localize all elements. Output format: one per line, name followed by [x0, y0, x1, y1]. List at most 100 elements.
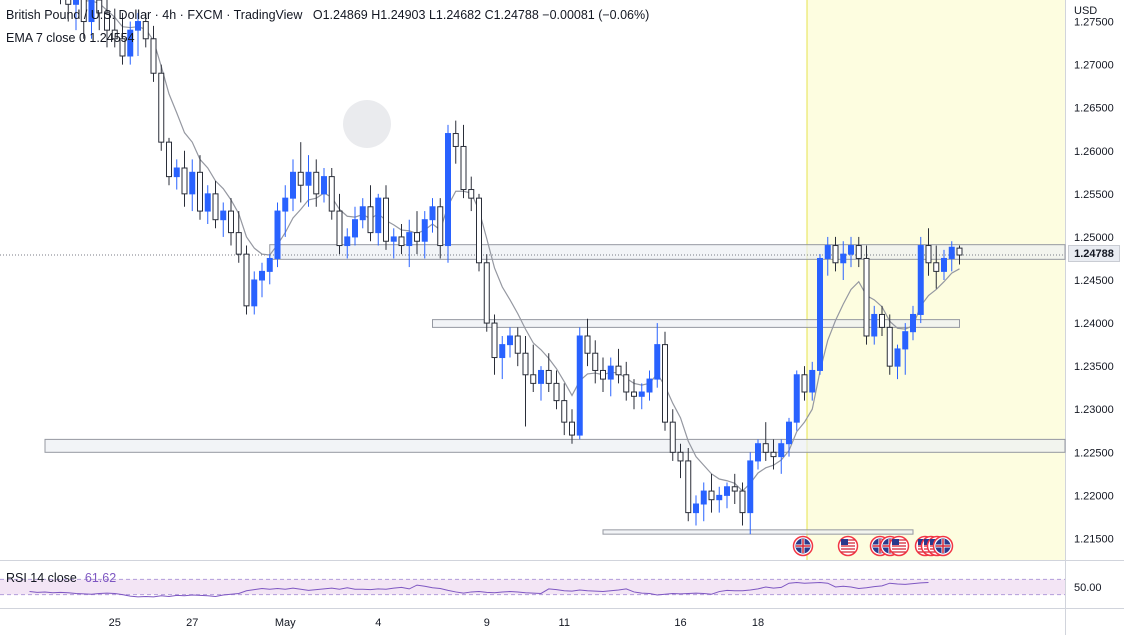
ema-legend[interactable]: EMA 7 close 0 1.24554 — [6, 31, 135, 45]
candle-body — [700, 490, 707, 505]
candle-body — [166, 141, 172, 178]
candle-body — [228, 210, 234, 234]
candle-body — [274, 210, 281, 259]
low-label: L — [428, 8, 436, 22]
candle-body — [452, 133, 459, 147]
rsi-line — [29, 581, 929, 598]
candle-body — [212, 193, 219, 221]
candle-body — [367, 206, 374, 234]
candle-body — [770, 451, 777, 458]
candle-body — [631, 391, 637, 397]
candle-body — [104, 12, 110, 31]
rsi-legend[interactable]: RSI 14 close 61.62 — [6, 571, 116, 585]
close-value: 1.24788 — [493, 8, 539, 22]
open-label: O — [312, 8, 323, 22]
candle-body — [483, 262, 490, 324]
candle-body — [507, 335, 513, 346]
candle-body — [925, 245, 932, 264]
candle-body — [359, 206, 366, 221]
price-tick-label: 1.23000 — [1074, 404, 1114, 416]
candle-body — [879, 313, 885, 328]
symbol-title[interactable]: British Pound / U.S. Dollar · 4h · FXCM … — [6, 8, 303, 22]
candle-body — [708, 490, 715, 501]
candle-body — [135, 21, 141, 31]
candle-body — [445, 133, 451, 247]
rsi-band — [0, 579, 1065, 595]
candle-body — [127, 29, 134, 57]
candle-body — [731, 486, 738, 492]
candle-body — [607, 365, 614, 380]
candle-body — [584, 335, 591, 354]
us-flag-icon-canton — [924, 539, 931, 545]
candle-body — [243, 253, 250, 307]
support-zone-low — [602, 529, 914, 535]
support-band — [44, 438, 1066, 453]
candle-body — [111, 29, 118, 40]
candle-body — [468, 189, 475, 199]
candle-body — [181, 167, 188, 195]
candle-body — [491, 322, 498, 359]
candle-body — [514, 335, 521, 354]
candle-body — [421, 219, 428, 242]
price-tick-label: 1.22000 — [1074, 490, 1114, 502]
candle-body — [251, 279, 258, 307]
price-tick-label: 1.25500 — [1074, 189, 1114, 201]
candle-body — [553, 382, 560, 402]
zone-middle — [432, 319, 960, 328]
candle-body — [538, 369, 544, 384]
candle-body — [840, 253, 847, 264]
candle-body — [863, 257, 870, 337]
candle-body — [390, 236, 397, 242]
candle-body — [886, 326, 893, 367]
candle-body — [592, 352, 599, 371]
candle-body — [313, 171, 320, 195]
candle-body — [336, 210, 343, 247]
candle-body — [290, 171, 296, 199]
candle-body — [793, 374, 800, 423]
us-flag-icon-canton — [918, 539, 925, 545]
candle-body — [747, 460, 754, 514]
candle-body — [569, 421, 575, 436]
candle-body — [204, 193, 211, 212]
candle-body — [398, 236, 405, 247]
candle-body — [685, 460, 692, 514]
candle-body — [724, 486, 730, 496]
currency-label: USD — [1074, 5, 1098, 17]
candle-body — [871, 313, 878, 337]
candle-body — [297, 171, 304, 186]
candle-body — [80, 0, 87, 23]
candle-body — [328, 176, 335, 212]
price-tick-label: 1.24000 — [1074, 318, 1114, 330]
price-tick-label: 1.22500 — [1074, 447, 1114, 459]
candle-body — [344, 236, 351, 247]
candle-body — [654, 344, 661, 380]
candle-body — [197, 171, 203, 212]
resistance-zone-upper — [269, 244, 1066, 260]
time-tick-label: 18 — [752, 617, 764, 629]
candle-body — [150, 38, 157, 74]
candle-body — [762, 443, 769, 453]
time-tick-label: 16 — [674, 617, 686, 629]
candle-body — [902, 331, 909, 350]
low-value: 1.24682 — [435, 8, 482, 22]
candle-body — [677, 451, 684, 462]
us-flag-icon-canton — [930, 539, 937, 545]
candle-body — [848, 245, 854, 255]
candle-body — [73, 0, 79, 5]
candle-body — [941, 257, 947, 272]
candle-body — [739, 490, 746, 514]
chart-legend: British Pound / U.S. Dollar · 4h · FXCM … — [6, 8, 649, 22]
price-tick-label: 1.27000 — [1074, 60, 1114, 72]
candle-body — [476, 197, 482, 264]
candle-body — [646, 378, 653, 393]
candle-body — [189, 171, 196, 195]
candle-body — [948, 246, 955, 259]
candle-body — [259, 270, 265, 281]
time-tick-label: 25 — [109, 617, 121, 629]
candle-body — [755, 443, 761, 462]
highlight-circle — [343, 100, 391, 148]
candle-body — [414, 232, 420, 242]
ema-line — [81, 0, 960, 492]
